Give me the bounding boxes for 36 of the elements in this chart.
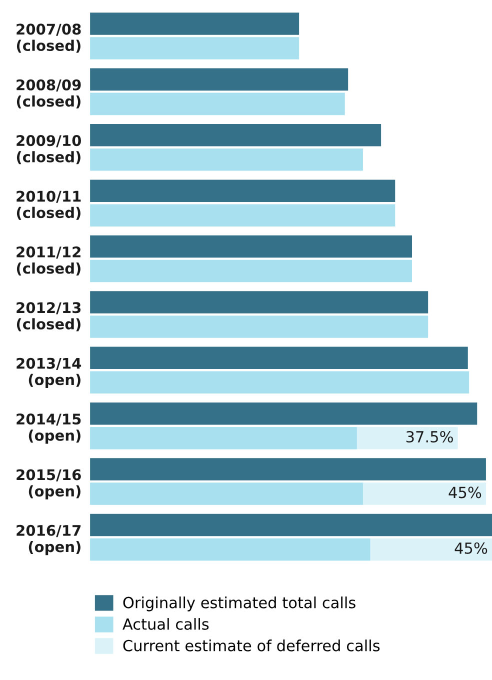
- y-tick-label: 2012/13 (closed): [16, 302, 81, 332]
- bar: [90, 426, 357, 450]
- bar: [90, 92, 345, 116]
- y-tick-label: 2010/11 (closed): [16, 190, 81, 220]
- bar: [90, 371, 470, 394]
- bar: [90, 291, 428, 314]
- bar: [90, 402, 478, 425]
- bar: [90, 180, 396, 202]
- bar: [90, 482, 363, 505]
- annotation: 45%: [454, 542, 488, 554]
- bar: [90, 204, 396, 226]
- bar: [90, 68, 348, 91]
- bar: [90, 346, 468, 370]
- y-tick-label: 2009/10 (closed): [16, 135, 82, 164]
- y-tick-label: 2007/08 (closed): [16, 24, 81, 53]
- y-tick-label: 2016/17 (open): [16, 524, 81, 556]
- y-tick-label: 2008/09 (closed): [16, 79, 81, 108]
- y-tick-label: 2015/16 (open): [16, 469, 81, 500]
- bar: [90, 514, 492, 536]
- bar: [90, 12, 300, 35]
- legend-label: Current estimate of deferred calls: [123, 640, 380, 652]
- legend-label: Originally estimated total calls: [123, 596, 356, 612]
- bar: [90, 37, 300, 60]
- bar: [90, 538, 370, 561]
- bar: [90, 148, 363, 171]
- legend-label: Actual calls: [122, 618, 209, 630]
- annotation: 45%: [448, 486, 482, 498]
- y-tick-label: 2011/12 (closed): [16, 246, 80, 276]
- annotation: 37.5%: [406, 430, 453, 443]
- bar: [90, 316, 428, 338]
- bar: [90, 124, 382, 146]
- bar: [90, 260, 412, 282]
- bar: [90, 235, 412, 258]
- y-tick-label: 2013/14 (open): [16, 358, 82, 388]
- bar: [90, 458, 486, 480]
- y-tick-label: 2014/15 (open): [16, 414, 81, 444]
